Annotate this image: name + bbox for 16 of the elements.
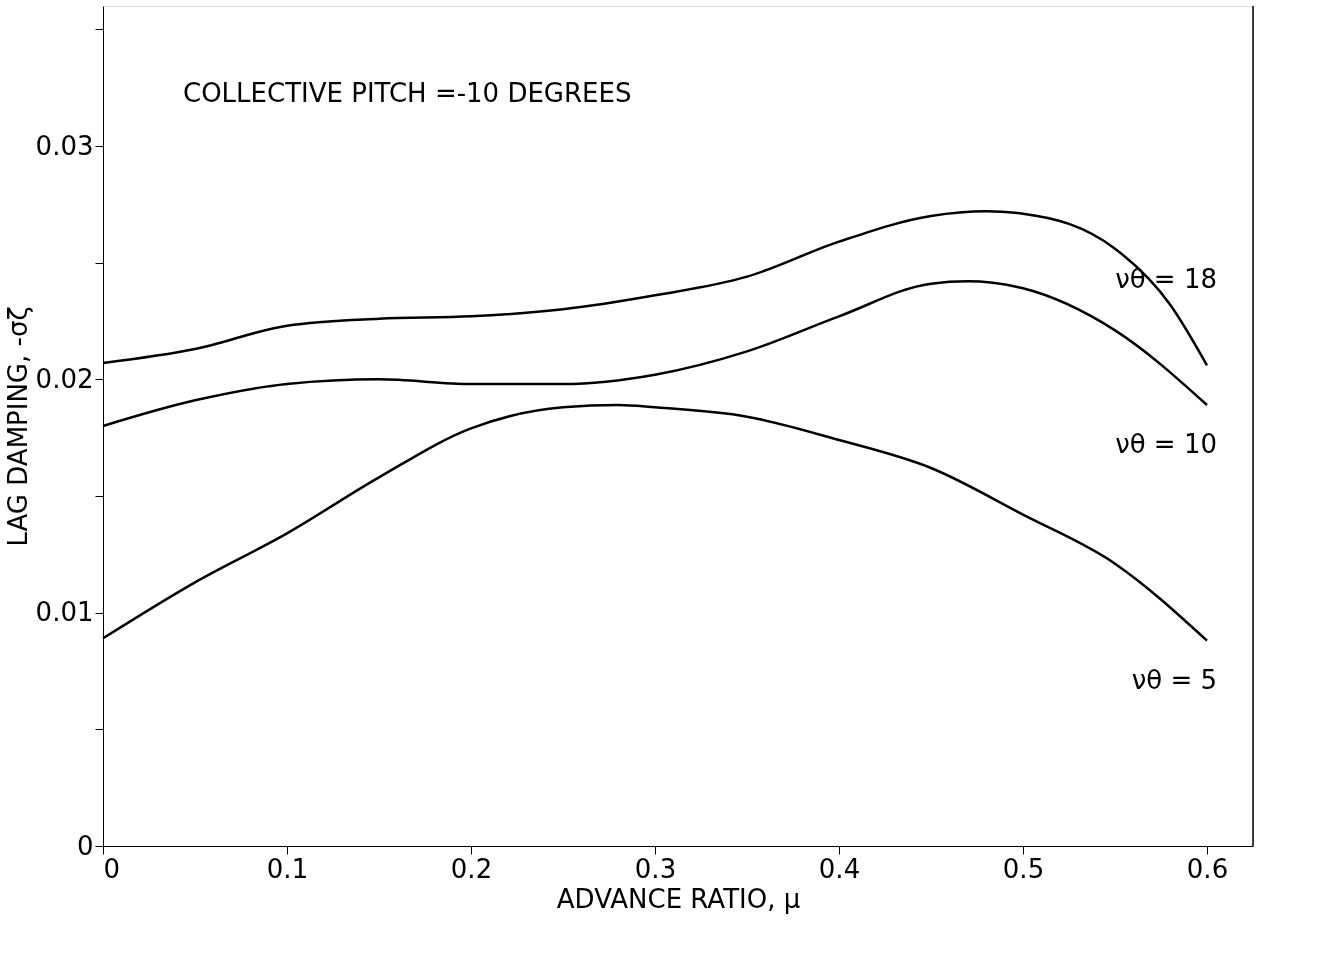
y-tick-label: 0: [76, 830, 94, 861]
x-tick-label: 0.6: [1186, 853, 1229, 884]
x-tick-label: 0.3: [634, 853, 677, 884]
y-tick-label: 0.01: [35, 597, 94, 628]
x-tick-label: 0: [103, 853, 121, 884]
series-label: νθ = 10: [1115, 429, 1217, 459]
x-tick-label: 0.5: [1002, 853, 1045, 884]
y-axis-title: LAG DAMPING, -σζ: [2, 306, 33, 547]
x-tick-label: 0.4: [818, 853, 861, 884]
y-tick-label: 0.03: [35, 130, 94, 161]
x-axis-title: ADVANCE RATIO, μ: [556, 883, 801, 914]
x-tick-label: 0.1: [266, 853, 309, 884]
x-tick-label: 0.2: [450, 853, 493, 884]
y-tick-label: 0.02: [35, 363, 94, 394]
annotation: COLLECTIVE PITCH =-10 DEGREES: [183, 78, 632, 108]
series-label: νθ = 5: [1131, 664, 1217, 695]
